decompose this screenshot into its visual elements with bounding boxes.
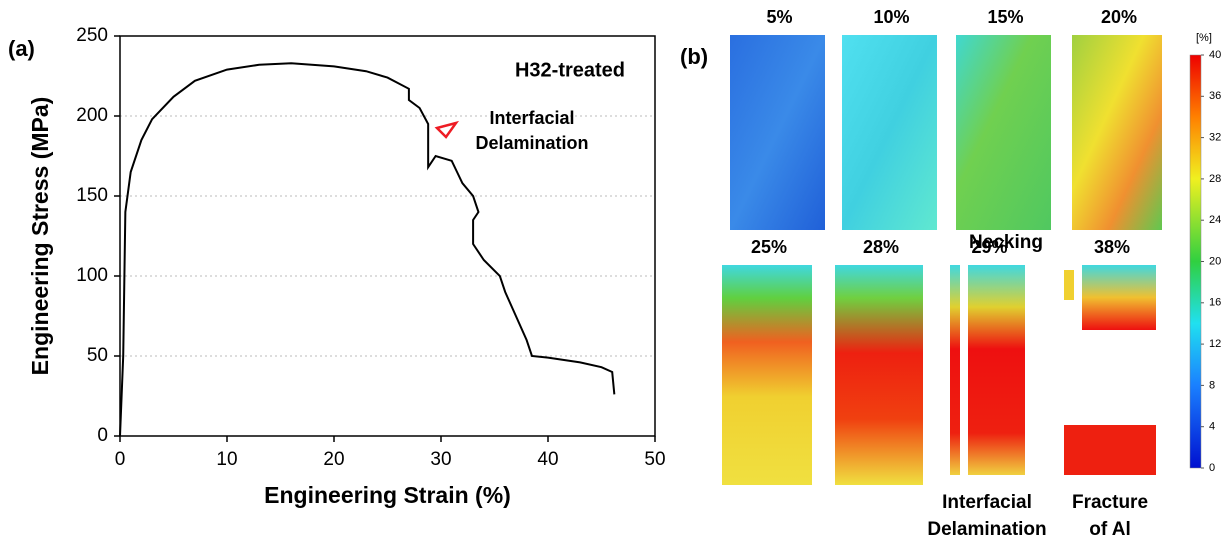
x-tick-label: 40 — [537, 449, 558, 470]
colorbar-tick-label: 16 — [1209, 297, 1221, 309]
panel-label: (b) — [680, 44, 708, 69]
title: H32-treated — [515, 59, 625, 81]
panel-b: (b) 5% 10% 15% 20% 25% 28% 29% 38% Necking Interfa… — [680, 7, 1221, 539]
colorbar-unit: [%] — [1196, 32, 1212, 44]
colorbar-tick-label: 28 — [1209, 173, 1221, 185]
frame-label: 29% — [971, 237, 1007, 257]
x-tick-label: 30 — [430, 449, 451, 470]
strain-map — [1064, 425, 1156, 475]
note: Delamination — [927, 519, 1046, 539]
x-axis-label: Engineering Strain (%) — [264, 482, 511, 508]
colorbar — [1189, 54, 1202, 469]
colorbar-tick-label: 20 — [1209, 255, 1221, 267]
note: Interfacial — [942, 492, 1032, 513]
frame-label: 20% — [1101, 7, 1137, 27]
x-tick-label: 0 — [115, 449, 126, 470]
x-tick-label: 20 — [323, 449, 344, 470]
colorbar-tick-label: 24 — [1209, 214, 1221, 226]
y-tick-label: 0 — [97, 425, 108, 446]
colorbar-tick-label: 36 — [1209, 90, 1221, 102]
note: Fracture — [1072, 492, 1148, 513]
annotation-marker — [434, 120, 460, 139]
colorbar-tick-label: 32 — [1209, 132, 1221, 144]
colorbar-tick-label: 8 — [1209, 379, 1215, 391]
colorbar-tick-label: 12 — [1209, 338, 1221, 350]
note: of Al — [1089, 519, 1131, 539]
frame-label: 28% — [863, 237, 899, 257]
annotation: Interfacial — [489, 108, 574, 128]
frame-label: 15% — [987, 7, 1023, 27]
y-tick-label: 50 — [87, 345, 108, 366]
strain-map — [1072, 35, 1162, 230]
colorbar-tick-label: 40 — [1209, 49, 1221, 61]
strain-map — [950, 265, 960, 475]
strain-map — [1064, 270, 1074, 300]
colorbar-tick-label: 4 — [1209, 421, 1215, 433]
panel-a: 0 50 100 150 200 250 0 10 20 30 40 50 (a) H32-treated… — [8, 25, 666, 508]
x-tick-label: 10 — [216, 449, 237, 470]
y-tick-label: 100 — [76, 265, 108, 286]
y-axis-label: Engineering Stress (MPa) — [27, 97, 53, 376]
strain-map — [968, 265, 1025, 475]
y-tick-label: 200 — [76, 105, 108, 126]
strain-map — [956, 35, 1051, 230]
frame-label: 10% — [873, 7, 909, 27]
strain-map — [730, 35, 825, 230]
strain-map — [722, 265, 812, 485]
frame-label: 25% — [751, 237, 787, 257]
frame-label: 5% — [766, 7, 792, 27]
stress-strain-curve — [119, 62, 616, 437]
panel-label: (a) — [8, 36, 35, 61]
y-tick-label: 150 — [76, 185, 108, 206]
colorbar-tick-label: 0 — [1209, 462, 1215, 474]
strain-map — [1082, 265, 1156, 330]
strain-map — [842, 35, 937, 230]
note: Necking — [969, 232, 1043, 253]
x-tick-label: 50 — [644, 449, 665, 470]
plot-frame — [119, 35, 656, 437]
y-tick-label: 250 — [76, 25, 108, 46]
annotation: Delamination — [475, 133, 588, 153]
strain-map — [835, 265, 923, 485]
frame-label: 38% — [1094, 237, 1130, 257]
